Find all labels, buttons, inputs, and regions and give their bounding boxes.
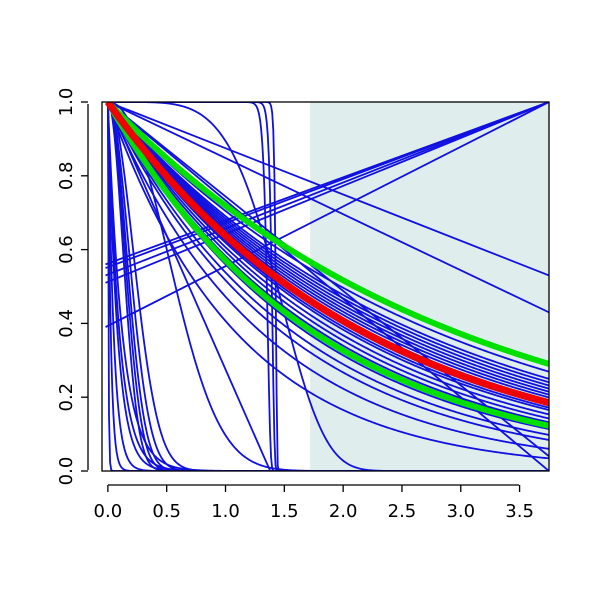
x-tick-label: 2.0 [329, 501, 358, 522]
y-tick-label: 0.2 [56, 383, 77, 412]
x-axis: 0.0 0.5 1.0 1.5 2.0 2.5 3.0 3.5 [94, 484, 534, 522]
series-line-50 [105, 102, 549, 367]
series-line-33 [107, 102, 549, 471]
y-tick-label: 0.6 [56, 235, 77, 264]
series-line-7 [107, 102, 549, 396]
series-line-51 [105, 102, 549, 429]
series-line-24 [106, 102, 549, 471]
series-line-5 [107, 102, 549, 390]
series-line-20 [107, 102, 549, 436]
series-line-21 [107, 102, 549, 441]
x-tick-label: 0.5 [152, 501, 181, 522]
series-line-3 [107, 102, 549, 384]
x-tick-label: 0.0 [94, 501, 123, 522]
series-line-47 [105, 102, 549, 277]
x-tick-label: 1.0 [211, 501, 240, 522]
series-line-13 [107, 102, 549, 411]
series-line-23 [107, 102, 549, 460]
plot-frame [101, 101, 550, 472]
series-line-44 [107, 102, 549, 314]
series-line-40 [107, 102, 272, 471]
y-tick-label: 1.0 [56, 88, 77, 117]
x-tick-label: 3.5 [505, 501, 534, 522]
series-line-14 [107, 102, 549, 416]
y-tick-label: 0.4 [56, 309, 77, 338]
series-line-42 [107, 102, 549, 457]
x-tick-label: 2.5 [388, 501, 417, 522]
x-tick-label: 3.0 [446, 501, 475, 522]
x-tick-label: 1.5 [270, 501, 299, 522]
series-line-49 [105, 102, 549, 266]
series-line-4 [107, 102, 549, 387]
series-line-39 [107, 102, 549, 471]
y-axis: 0.0 0.2 0.4 0.6 0.8 1.0 [56, 88, 89, 486]
series-line-52 [105, 102, 549, 407]
series-line-6 [107, 102, 549, 393]
series-layer [105, 102, 549, 471]
series-line-45 [105, 102, 549, 328]
series-line-46 [105, 102, 549, 284]
series-line-34 [107, 102, 549, 471]
y-tick-label: 0.8 [56, 161, 77, 190]
y-tick-label: 0.0 [56, 457, 77, 486]
